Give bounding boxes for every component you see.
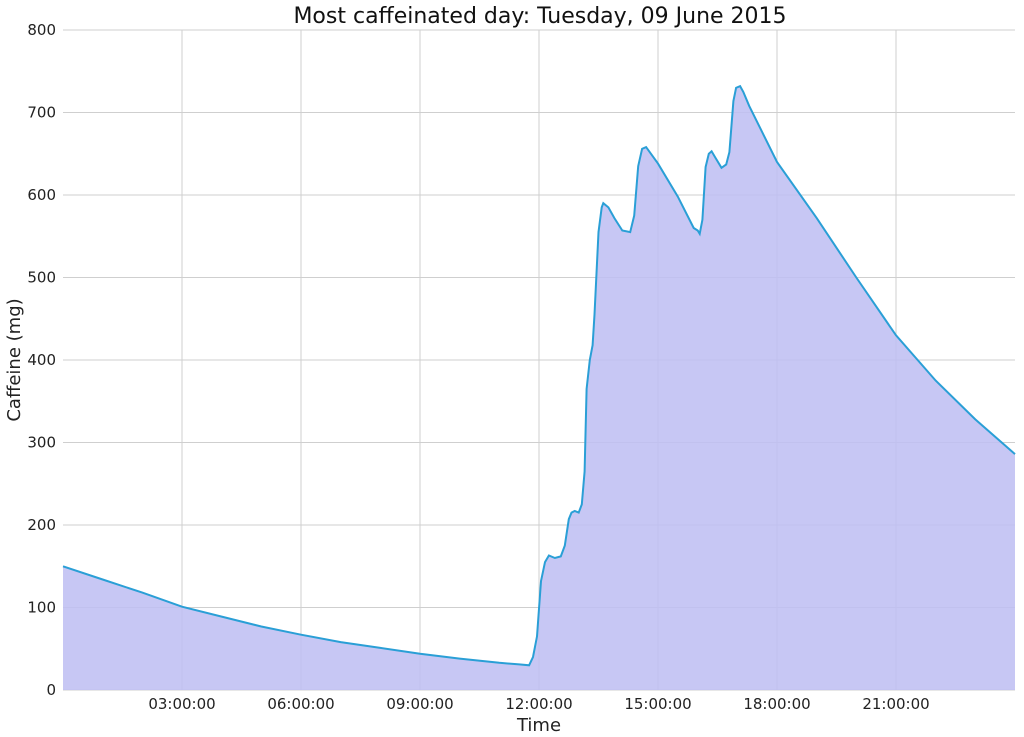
x-tick-label: 12:00:00 [505, 695, 572, 713]
x-tick-label: 09:00:00 [386, 695, 453, 713]
y-tick-label: 300 [27, 434, 56, 452]
y-tick-label: 0 [46, 681, 56, 699]
y-axis-label: Caffeine (mg) [4, 298, 25, 421]
y-tick-label: 800 [27, 21, 56, 39]
x-axis-label: Time [516, 715, 561, 736]
x-tick-label: 03:00:00 [148, 695, 215, 713]
y-tick-label: 500 [27, 269, 56, 287]
y-tick-label: 700 [27, 104, 56, 122]
x-tick-labels: 03:00:00 06:00:00 09:00:00 12:00:00 15:00:00… [148, 695, 929, 713]
caffeine-series-line [62, 84, 1016, 667]
y-tick-label: 200 [27, 516, 56, 534]
caffeine-area-fill [63, 86, 1015, 691]
y-tick-labels: 0 100 200 300 400 500 600 700 800 [27, 21, 56, 699]
x-tick-label: 18:00:00 [743, 695, 810, 713]
y-tick-label: 100 [27, 599, 56, 617]
y-tick-label: 600 [27, 186, 56, 204]
x-tick-label: 06:00:00 [267, 695, 334, 713]
y-tick-label: 400 [27, 351, 56, 369]
x-tick-label: 15:00:00 [624, 695, 691, 713]
x-tick-label: 21:00:00 [862, 695, 929, 713]
chart-title: Most caffeinated day: Tuesday, 09 June 2… [293, 4, 786, 29]
